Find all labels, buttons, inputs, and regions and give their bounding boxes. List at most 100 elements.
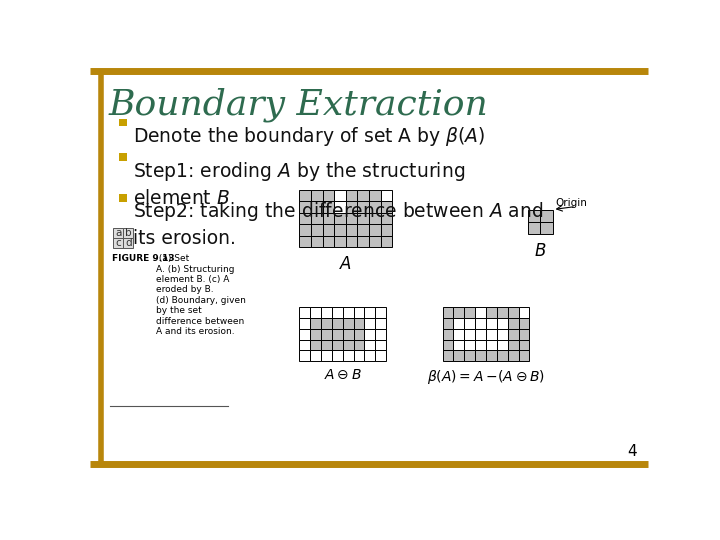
Bar	[454, 318, 464, 329]
Bar	[332, 318, 343, 329]
Bar	[486, 340, 497, 350]
Bar	[508, 307, 518, 318]
Bar	[300, 213, 311, 224]
Text: FIGURE 9.13: FIGURE 9.13	[112, 254, 174, 263]
Bar	[334, 213, 346, 224]
Bar	[497, 307, 508, 318]
Bar	[310, 340, 321, 350]
Bar	[518, 307, 529, 318]
Bar	[364, 329, 375, 340]
Bar	[369, 190, 381, 201]
Bar	[300, 350, 310, 361]
Bar	[120, 194, 127, 202]
Bar	[113, 238, 123, 248]
Bar	[321, 307, 332, 318]
Bar	[321, 350, 332, 361]
Bar	[323, 201, 334, 213]
Bar	[311, 190, 323, 201]
Bar	[332, 340, 343, 350]
Bar	[381, 213, 392, 224]
Bar	[518, 350, 529, 361]
Bar	[357, 190, 369, 201]
Bar	[443, 318, 454, 329]
Bar	[508, 329, 518, 340]
Bar	[120, 119, 127, 126]
Bar	[454, 329, 464, 340]
Bar	[518, 340, 529, 350]
Bar	[332, 329, 343, 340]
Bar	[518, 318, 529, 329]
Bar	[381, 236, 392, 247]
Bar	[497, 350, 508, 361]
Bar	[497, 318, 508, 329]
Bar	[375, 307, 386, 318]
Text: (a) Set
A. (b) Structuring
element B. (c) A
eroded by B.
(d) Boundary, given
by : (a) Set A. (b) Structuring element B. (c…	[156, 254, 246, 336]
Bar	[300, 190, 311, 201]
Bar	[300, 224, 311, 236]
Bar	[443, 350, 454, 361]
Bar	[528, 210, 540, 222]
Bar	[343, 350, 354, 361]
Bar	[311, 201, 323, 213]
Bar	[323, 190, 334, 201]
Bar	[364, 340, 375, 350]
Text: 4: 4	[626, 444, 636, 459]
Bar	[321, 318, 332, 329]
Bar	[454, 350, 464, 361]
Bar	[321, 340, 332, 350]
Bar	[464, 340, 475, 350]
Bar	[464, 318, 475, 329]
Bar	[464, 307, 475, 318]
Bar	[369, 201, 381, 213]
Bar	[300, 318, 310, 329]
Bar	[300, 307, 310, 318]
Bar	[323, 224, 334, 236]
Text: Step1: eroding $A$ by the structuring
element $B$: Step1: eroding $A$ by the structuring el…	[132, 159, 464, 207]
Bar	[343, 318, 354, 329]
Bar	[454, 340, 464, 350]
Bar	[334, 224, 346, 236]
Bar	[464, 350, 475, 361]
Bar	[486, 318, 497, 329]
Bar	[310, 350, 321, 361]
Bar	[464, 329, 475, 340]
Bar	[354, 340, 364, 350]
Bar	[508, 350, 518, 361]
Bar	[486, 350, 497, 361]
Bar	[497, 340, 508, 350]
Text: Denote the boundary of set A by $\beta(A)$: Denote the boundary of set A by $\beta(A…	[132, 125, 485, 148]
Bar	[375, 329, 386, 340]
Bar	[323, 236, 334, 247]
Bar	[123, 228, 133, 238]
Bar	[311, 224, 323, 236]
Bar	[364, 318, 375, 329]
Bar	[486, 329, 497, 340]
Text: d: d	[125, 238, 132, 248]
Bar	[346, 201, 357, 213]
Bar	[311, 236, 323, 247]
Bar	[454, 307, 464, 318]
Bar	[443, 329, 454, 340]
Bar	[475, 329, 486, 340]
Bar	[381, 224, 392, 236]
Text: $A$: $A$	[339, 255, 352, 273]
Bar	[354, 307, 364, 318]
Bar	[346, 213, 357, 224]
Bar	[369, 224, 381, 236]
Bar	[334, 201, 346, 213]
Text: a: a	[115, 228, 122, 238]
Bar	[528, 222, 540, 234]
Bar	[354, 318, 364, 329]
Bar	[332, 307, 343, 318]
Bar	[300, 201, 311, 213]
Bar	[497, 329, 508, 340]
Bar	[354, 350, 364, 361]
Bar	[540, 210, 553, 222]
Bar	[375, 340, 386, 350]
Bar	[475, 318, 486, 329]
Bar	[475, 340, 486, 350]
Bar	[475, 350, 486, 361]
Bar	[364, 350, 375, 361]
Bar	[300, 340, 310, 350]
Bar	[443, 307, 454, 318]
